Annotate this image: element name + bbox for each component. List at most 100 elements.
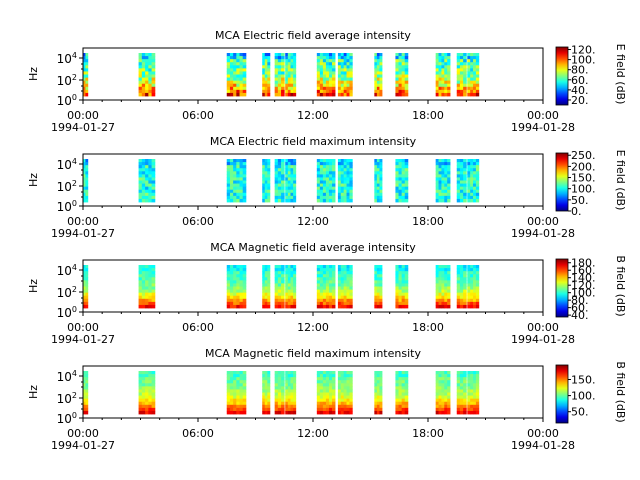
spectrogram-cell [145,377,149,381]
spectrogram-cell [287,162,291,166]
spectrogram-cell [290,92,294,97]
spectrogram-cell [316,74,321,78]
spectrogram-cell [398,86,403,91]
spectrogram-cell [475,401,480,406]
spectrogram-cell [226,83,231,88]
spectrogram-cell [473,386,477,390]
spectrogram-cell [290,392,294,396]
spectrogram-cell [267,56,271,60]
spectrogram-cell [290,165,294,169]
spectrogram-cell [441,65,445,69]
spectrogram-cell [475,383,480,387]
spectrogram-cell [404,289,409,294]
spectrogram-cell [83,86,86,91]
spectrogram-cell [262,189,266,194]
spectrogram-cell [444,395,448,400]
spectrogram-cell [456,189,461,194]
spectrogram-cell [473,374,477,378]
spectrogram-cell [398,162,403,166]
spectrogram-cell [138,292,143,297]
spectrogram-cell [401,192,406,197]
spectrogram-cell [262,56,266,60]
spectrogram-cell [264,410,268,415]
y-tick-label: 104 [57,51,77,66]
spectrogram-cell [463,71,467,75]
spectrogram-cell [325,301,330,306]
spectrogram-cell [325,271,330,275]
spectrogram-cell [441,274,445,278]
spectrogram-cell [401,383,406,387]
spectrogram-cell [463,62,467,66]
spectrogram-cell [328,274,333,278]
spectrogram-cell [340,398,345,403]
spectrogram-cell [473,274,477,278]
spectrogram-cell [398,295,403,300]
spectrogram-cell [404,298,409,303]
spectrogram-cell [83,280,86,284]
spectrogram-cell [463,383,467,387]
spectrogram-cell [229,83,234,88]
spectrogram-cell [229,377,234,381]
spectrogram-cell [376,159,380,163]
spectrogram-cell [148,401,153,406]
spectrogram-cell [229,383,234,387]
spectrogram-cell [290,404,294,409]
spectrogram-cell [398,277,403,281]
spectrogram-cell [293,395,297,400]
spectrogram-cell [236,159,240,163]
spectrogram-cell [459,301,464,306]
spectrogram-cell [398,77,403,82]
spectrogram-cell [145,183,149,188]
spectrogram-cell [444,377,448,381]
spectrogram-cell [332,189,336,194]
spectrogram-cell [83,192,86,197]
spectrogram-cell [349,404,353,409]
spectrogram-cell [285,89,289,94]
spectrogram-cell [85,183,89,188]
spectrogram-cell [325,292,330,297]
spectrogram-cell [346,168,350,172]
spectrogram-cell [456,165,461,169]
spectrogram-cell [226,59,231,63]
spectrogram-cell [262,371,266,375]
spectrogram-cell [233,292,237,297]
spectrogram-cell [319,192,324,197]
spectrogram-cell [285,398,289,403]
spectrogram-cell [242,89,247,94]
spectrogram-cell [395,162,399,166]
colorbar [555,258,569,318]
spectrogram-cell [444,71,448,75]
spectrogram-cell [379,295,383,300]
spectrogram-cell [467,83,471,88]
spectrogram-cell [287,53,291,57]
spectrogram-cell [467,377,471,381]
spectrogram-cell [285,92,289,97]
spectrogram-cell [374,265,378,269]
spectrogram-cell [398,71,403,75]
spectrogram-cell [141,295,146,300]
spectrogram-cell [470,274,474,278]
spectrogram-cell [328,89,333,94]
spectrogram-cell [340,298,345,303]
spectrogram-cell [328,180,333,184]
spectrogram-cell [374,189,378,194]
colorbar-tick-label: 100. [571,287,596,300]
spectrogram-cell [475,298,480,303]
spectrogram-cell [85,56,89,60]
spectrogram-cell [475,83,480,88]
spectrogram-cell [325,389,330,393]
spectrogram-cell [395,295,399,300]
spectrogram-cell [325,192,330,197]
spectrogram-cell [470,195,474,200]
spectrogram-cell [328,401,333,406]
spectrogram-cell [343,374,347,378]
spectrogram-cell [475,74,480,78]
spectrogram-cell [398,274,403,278]
spectrogram-cell [349,298,353,303]
spectrogram-cell [376,271,380,275]
spectrogram-cell [233,168,237,172]
spectrogram-cell [467,62,471,66]
spectrogram-cell [229,53,234,57]
spectrogram-cell [325,83,330,88]
spectrogram-cell [441,53,445,57]
